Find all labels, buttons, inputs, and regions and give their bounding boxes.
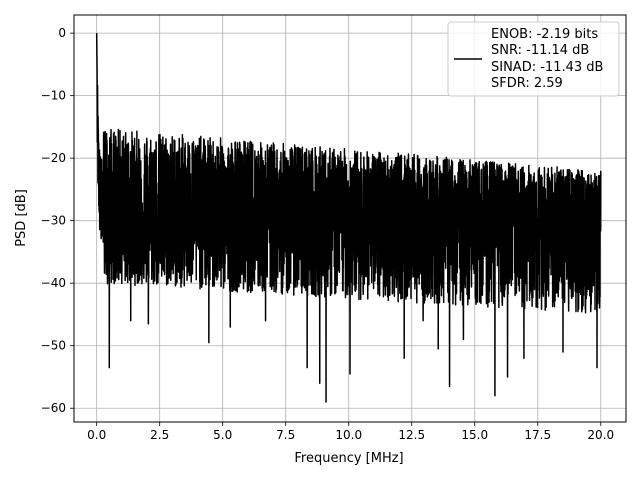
plot-area <box>95 33 602 403</box>
axes-frame <box>73 14 627 423</box>
legend-snr: SNR: -11.14 dB <box>491 43 589 58</box>
x-tick-label: 15.0 <box>461 428 488 442</box>
y-tick-label: −60 <box>41 401 66 415</box>
x-axis-ticks: 0.0 2.5 5.0 7.5 10.0 12.5 15.0 17.5 20.0 <box>87 422 614 442</box>
legend: ENOB: -2.19 bits SNR: -11.14 dB SINAD: -… <box>447 21 620 97</box>
y-tick-label: −30 <box>41 214 66 228</box>
y-tick-label: −20 <box>41 151 66 165</box>
x-tick-label: 20.0 <box>587 428 614 442</box>
legend-sinad: SINAD: -11.43 dB <box>491 60 603 75</box>
x-tick-label: 0.0 <box>87 428 106 442</box>
y-axis-ticks: 0 −10 −20 −30 −40 −50 −60 <box>41 26 74 415</box>
legend-box <box>447 21 620 97</box>
x-tick-label: 10.0 <box>335 428 362 442</box>
psd-series-line <box>95 33 602 403</box>
x-tick-label: 17.5 <box>524 428 551 442</box>
y-tick-label: 0 <box>58 26 66 40</box>
x-tick-label: 12.5 <box>398 428 425 442</box>
y-axis-label: PSD [dB] <box>14 189 29 247</box>
x-tick-label: 2.5 <box>150 428 169 442</box>
x-tick-label: 7.5 <box>276 428 295 442</box>
y-tick-label: −10 <box>41 89 66 103</box>
x-axis-label: Frequency [MHz] <box>294 451 403 466</box>
legend-sfdr: SFDR: 2.59 <box>491 76 563 91</box>
legend-enob: ENOB: -2.19 bits <box>491 27 598 42</box>
x-tick-label: 5.0 <box>213 428 232 442</box>
y-tick-label: −40 <box>41 276 66 290</box>
y-tick-label: −50 <box>41 339 66 353</box>
